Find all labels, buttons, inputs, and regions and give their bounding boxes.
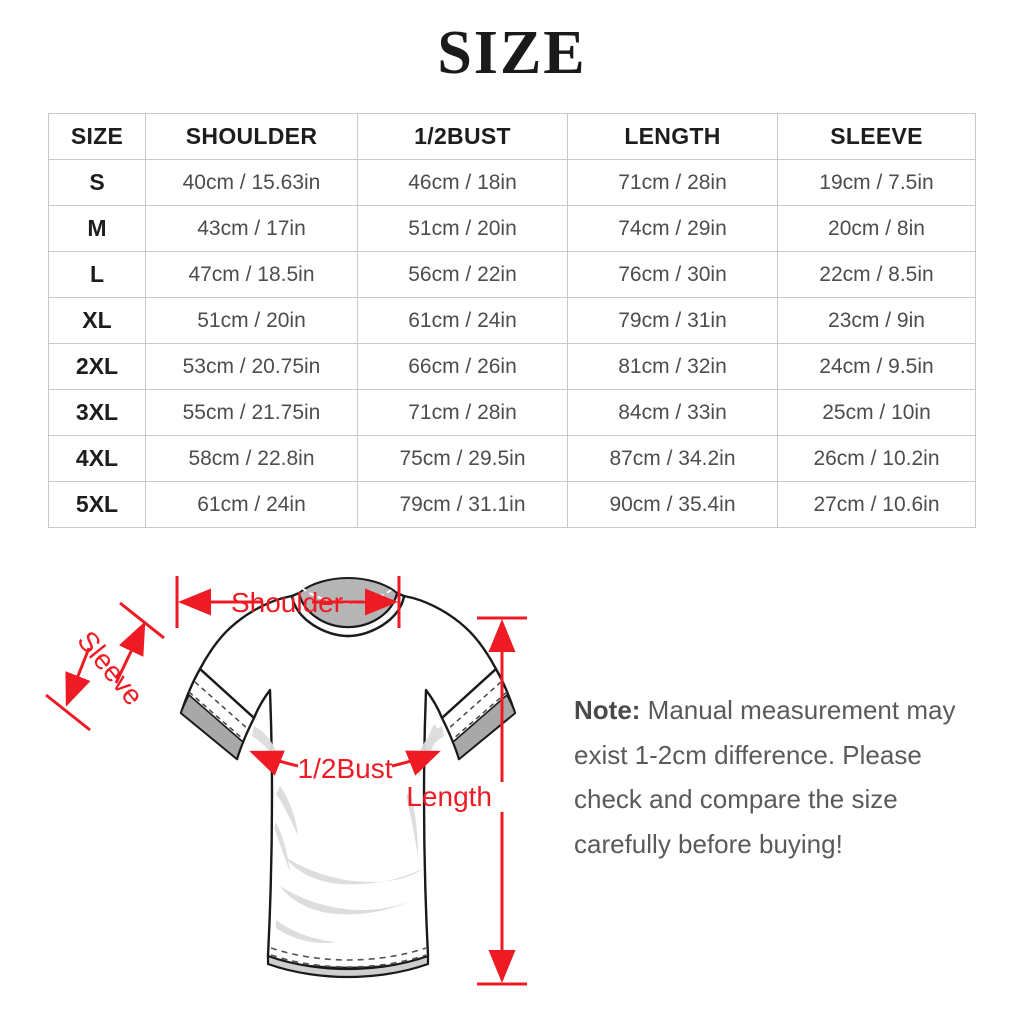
cell-length: 90cm / 35.4in: [567, 481, 778, 528]
tshirt-diagram-svg: Shoulder Sleeve 1/2Bust Length: [45, 576, 527, 986]
cell-bust: 75cm / 29.5in: [357, 435, 568, 482]
cell-sleeve: 24cm / 9.5in: [777, 343, 976, 390]
cell-length: 79cm / 31in: [567, 297, 778, 344]
page-title: SIZE: [437, 19, 587, 87]
bust-arrow-left: [249, 750, 299, 776]
cell-length: 76cm / 30in: [567, 251, 778, 298]
cell-sleeve: 19cm / 7.5in: [777, 159, 976, 206]
right-cuff-stitch-2: [452, 691, 508, 740]
size-table: SIZE SHOULDER 1/2BUST LENGTH SLEEVE S 40…: [48, 113, 976, 528]
cell-sleeve: 25cm / 10in: [777, 389, 976, 436]
note-block: Note: Manual measurement may exist 1-2cm…: [574, 688, 994, 867]
cell-shoulder: 53cm / 20.75in: [145, 343, 358, 390]
length-label: Length: [406, 781, 492, 812]
note-label: Note:: [574, 695, 641, 725]
cell-shoulder: 47cm / 18.5in: [145, 251, 358, 298]
cell-bust: 61cm / 24in: [357, 297, 568, 344]
cell-sleeve: 27cm / 10.6in: [777, 481, 976, 528]
column-header-length: LENGTH: [567, 113, 778, 160]
cell-bust: 46cm / 18in: [357, 159, 568, 206]
sleeve-tick-lower: [45, 693, 91, 732]
table-row: 2XL 53cm / 20.75in 66cm / 26in 81cm / 32…: [48, 343, 976, 390]
tshirt-illustration: [179, 576, 517, 979]
sleeve-tick-upper: [119, 601, 165, 640]
table-row: L 47cm / 18.5in 56cm / 22in 76cm / 30in …: [48, 251, 976, 298]
cell-sleeve: 22cm / 8.5in: [777, 251, 976, 298]
cell-length: 87cm / 34.2in: [567, 435, 778, 482]
cell-bust: 79cm / 31.1in: [357, 481, 568, 528]
table-row: 3XL 55cm / 21.75in 71cm / 28in 84cm / 33…: [48, 389, 976, 436]
cell-size: 4XL: [48, 435, 146, 482]
cell-bust: 51cm / 20in: [357, 205, 568, 252]
cell-shoulder: 43cm / 17in: [145, 205, 358, 252]
cell-shoulder: 55cm / 21.75in: [145, 389, 358, 436]
cell-length: 84cm / 33in: [567, 389, 778, 436]
cell-size: 5XL: [48, 481, 146, 528]
hem-bottom: [266, 954, 430, 979]
cell-size: XL: [48, 297, 146, 344]
cell-sleeve: 20cm / 8in: [777, 205, 976, 252]
cell-bust: 66cm / 26in: [357, 343, 568, 390]
cell-shoulder: 58cm / 22.8in: [145, 435, 358, 482]
cell-size: 3XL: [48, 389, 146, 436]
cell-length: 71cm / 28in: [567, 159, 778, 206]
table-header-row: SIZE SHOULDER 1/2BUST LENGTH SLEEVE: [48, 113, 976, 160]
right-cuff-stitch: [446, 681, 502, 731]
table-row: M 43cm / 17in 51cm / 20in 74cm / 29in 20…: [48, 205, 976, 252]
cell-length: 81cm / 32in: [567, 343, 778, 390]
table-row: 5XL 61cm / 24in 79cm / 31.1in 90cm / 35.…: [48, 481, 976, 528]
cell-size: L: [48, 251, 146, 298]
left-cuff-stitch: [194, 681, 250, 731]
bust-arrow-right: [391, 750, 441, 776]
cell-bust: 56cm / 22in: [357, 251, 568, 298]
cell-length: 74cm / 29in: [567, 205, 778, 252]
right-cuff-inner-shade: [452, 693, 516, 761]
cell-shoulder: 40cm / 15.63in: [145, 159, 358, 206]
column-header-bust: 1/2BUST: [357, 113, 568, 160]
left-cuff-stitch-2: [188, 691, 244, 740]
table-row: 4XL 58cm / 22.8in 75cm / 29.5in 87cm / 3…: [48, 435, 976, 482]
sleeve-arrow-upper: [114, 621, 146, 684]
cell-size: M: [48, 205, 146, 252]
cell-shoulder: 61cm / 24in: [145, 481, 358, 528]
sleeve-arrow-lower: [65, 647, 91, 707]
cell-size: 2XL: [48, 343, 146, 390]
shoulder-label: Shoulder: [231, 587, 343, 618]
note-text: Manual measurement may exist 1-2cm diffe…: [574, 695, 956, 860]
cell-bust: 71cm / 28in: [357, 389, 568, 436]
table-row: XL 51cm / 20in 61cm / 24in 79cm / 31in 2…: [48, 297, 976, 344]
left-cuff-inner-shade: [180, 693, 244, 761]
cell-shoulder: 51cm / 20in: [145, 297, 358, 344]
column-header-sleeve: SLEEVE: [777, 113, 976, 160]
cell-sleeve: 23cm / 9in: [777, 297, 976, 344]
cell-size: S: [48, 159, 146, 206]
table-row: S 40cm / 15.63in 46cm / 18in 71cm / 28in…: [48, 159, 976, 206]
measurement-diagram: Shoulder Sleeve 1/2Bust Length: [0, 548, 1024, 1024]
hem-stitch-1: [270, 947, 427, 961]
bust-label: 1/2Bust: [298, 753, 393, 784]
hem-stitch-2: [270, 954, 427, 968]
cell-sleeve: 26cm / 10.2in: [777, 435, 976, 482]
column-header-size: SIZE: [48, 113, 146, 160]
column-header-shoulder: SHOULDER: [145, 113, 358, 160]
